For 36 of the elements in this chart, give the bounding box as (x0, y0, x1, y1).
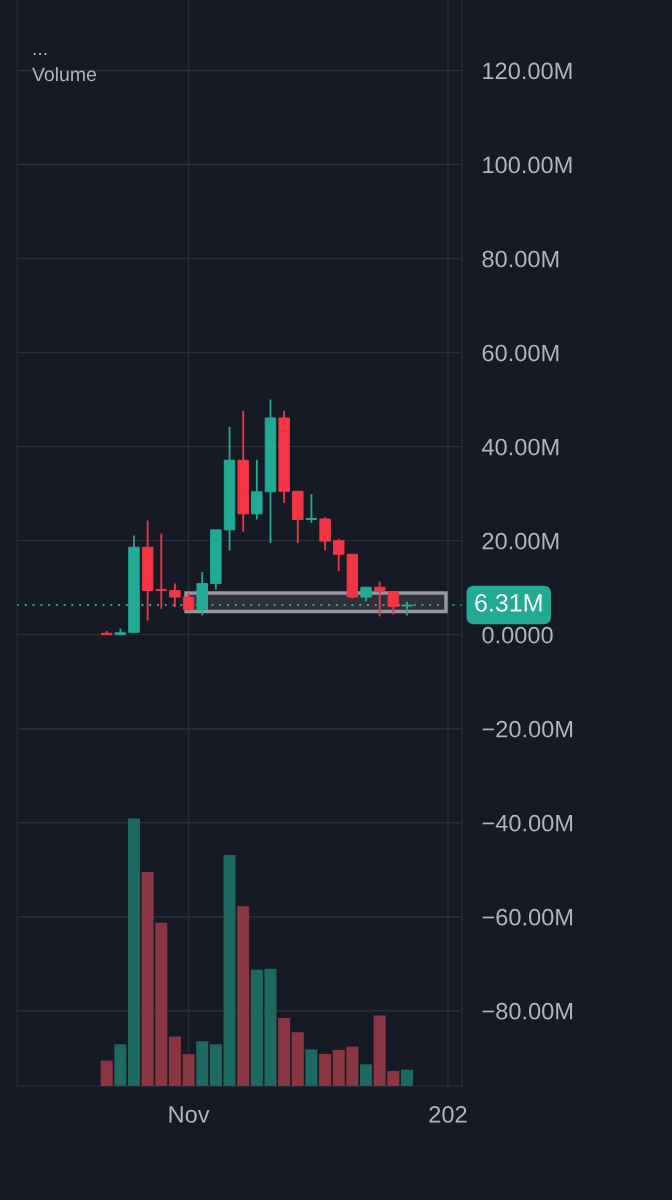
bar (100, 1060, 113, 1086)
bar (168, 1036, 181, 1086)
bar (305, 1049, 318, 1086)
bar (360, 1064, 373, 1086)
candlestick (251, 458, 263, 521)
y-tick-label: −80.00M (482, 1002, 573, 1020)
candlestick (169, 582, 181, 608)
bar (319, 1053, 332, 1086)
y-tick-label: −20.00M (482, 720, 573, 738)
bar (278, 1018, 291, 1086)
bar (114, 1044, 127, 1086)
y-tick-label: 80.00M (482, 250, 559, 268)
bar (223, 855, 236, 1086)
candlestick (319, 516, 331, 552)
y-tick-label: −40.00M (482, 814, 573, 832)
text: ... (33, 52, 47, 56)
bar (237, 906, 250, 1086)
ref-line-label: 6.31M (475, 594, 542, 612)
y-tick-label: 0.0000 (482, 626, 553, 644)
x-tick-label: Nov (169, 1106, 210, 1123)
y-tick-label: 20.00M (482, 532, 559, 550)
y-tick-label: 120.00M (483, 62, 572, 80)
bar (196, 1041, 209, 1086)
bar (291, 1032, 304, 1086)
y-tick-label: 40.00M (481, 438, 559, 456)
bar (400, 1069, 413, 1086)
y-tick-label: −60.00M (482, 908, 573, 926)
bar (209, 1044, 222, 1086)
candlestick (182, 591, 195, 613)
chart-title: Volume (32, 66, 96, 82)
bar (182, 1054, 195, 1086)
y-tick-label: 100.00M (483, 156, 572, 174)
bar (127, 818, 140, 1086)
x-tick-label: 202 (429, 1106, 467, 1123)
y-tick-label: 60.00M (482, 344, 559, 362)
candlestick (305, 493, 318, 524)
